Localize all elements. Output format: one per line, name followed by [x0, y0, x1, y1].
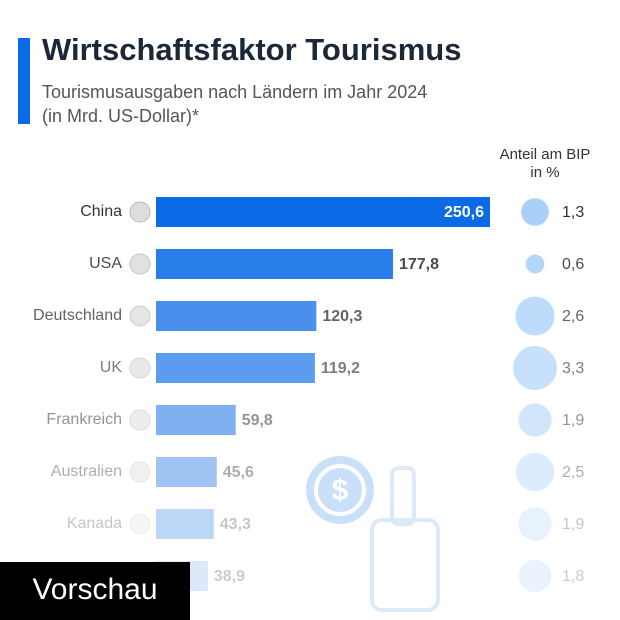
value-label: 250,6 [444, 204, 484, 221]
bar [156, 353, 315, 383]
bubble-header: in % [530, 164, 559, 181]
bar [156, 197, 490, 227]
preview-badge-text: Vorschau [32, 573, 157, 606]
bubble-label: 1,9 [562, 516, 584, 533]
bubble-label: 1,8 [562, 568, 584, 585]
flag [129, 409, 151, 431]
flag [129, 461, 151, 483]
value-label: 59,8 [242, 412, 273, 429]
decoration: $ [306, 456, 440, 612]
bubble-label: 2,5 [562, 464, 584, 481]
bubble [513, 346, 557, 390]
flag [129, 513, 151, 535]
bubble-label: 3,3 [562, 360, 584, 377]
bubble [515, 452, 555, 492]
category-label: USA [89, 255, 122, 272]
bubble-label: 0,6 [562, 256, 584, 273]
subtitle: (in Mrd. US-Dollar)* [42, 106, 199, 126]
chart-title: Wirtschaftsfaktor Tourismus [42, 32, 461, 67]
bubble-label: 1,3 [562, 204, 584, 221]
preview-badge [0, 562, 190, 620]
category-label: Deutschland [33, 307, 122, 324]
flag [129, 357, 151, 379]
value-label: 119,2 [321, 360, 360, 377]
bubble [518, 403, 552, 437]
bar [156, 405, 236, 435]
bubble [521, 198, 549, 226]
flag [129, 305, 151, 327]
bubble-label: 1,9 [562, 412, 584, 429]
flag [129, 201, 151, 223]
bar [156, 249, 393, 279]
bubble-label: 2,6 [562, 308, 584, 325]
bar [156, 457, 217, 487]
bubble-header: Anteil am BIP [500, 146, 591, 163]
category-label: UK [100, 359, 123, 376]
title-accent [18, 38, 30, 124]
bubble [518, 507, 552, 541]
category-label: Australien [51, 463, 122, 480]
value-label: 43,3 [220, 516, 251, 533]
subtitle: Tourismusausgaben nach Ländern im Jahr 2… [42, 82, 427, 102]
bar [156, 509, 214, 539]
bar [156, 301, 317, 331]
bubble [515, 296, 555, 336]
category-label: Kanada [67, 515, 122, 532]
bubble [518, 559, 552, 593]
category-label: China [80, 203, 122, 220]
value-label: 38,9 [214, 568, 245, 585]
flag [129, 253, 151, 275]
value-label: 45,6 [223, 464, 254, 481]
value-label: 120,3 [322, 308, 362, 325]
svg-text:$: $ [332, 474, 349, 507]
value-label: 177,8 [399, 256, 439, 273]
category-label: Frankreich [46, 411, 122, 428]
bubble [525, 254, 545, 274]
